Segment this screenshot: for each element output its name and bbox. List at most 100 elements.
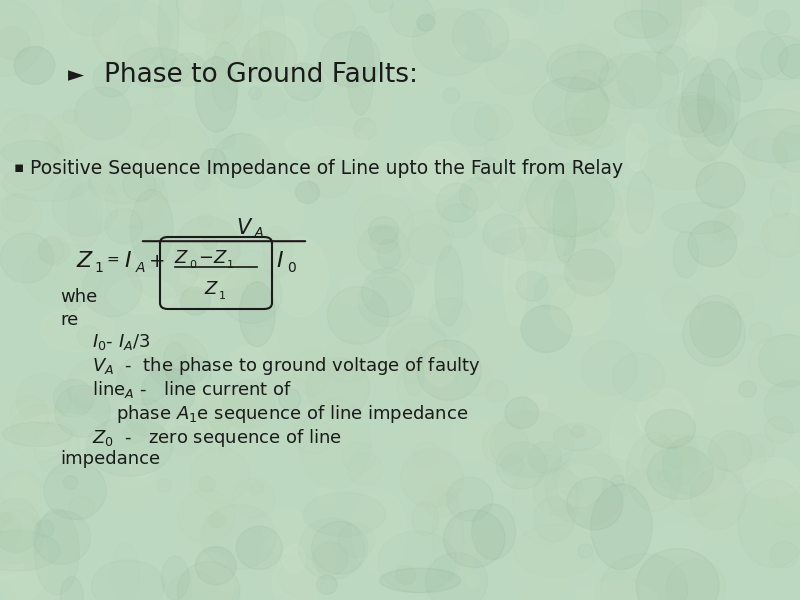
Ellipse shape: [682, 302, 746, 366]
Ellipse shape: [658, 0, 706, 29]
Ellipse shape: [162, 556, 189, 600]
Ellipse shape: [494, 476, 510, 491]
Ellipse shape: [34, 118, 71, 152]
Ellipse shape: [101, 16, 157, 68]
Ellipse shape: [728, 293, 754, 317]
Ellipse shape: [0, 233, 54, 283]
Ellipse shape: [513, 14, 538, 38]
Ellipse shape: [0, 512, 21, 548]
Ellipse shape: [743, 458, 800, 498]
Ellipse shape: [570, 184, 608, 220]
Ellipse shape: [221, 242, 241, 261]
Ellipse shape: [0, 194, 42, 236]
Text: line$_A$ -   line current of: line$_A$ - line current of: [92, 379, 292, 401]
Ellipse shape: [89, 161, 164, 203]
Ellipse shape: [343, 442, 375, 473]
Ellipse shape: [634, 141, 656, 161]
Ellipse shape: [18, 231, 42, 254]
Ellipse shape: [779, 480, 800, 511]
Ellipse shape: [527, 394, 548, 413]
Ellipse shape: [737, 31, 788, 79]
Ellipse shape: [62, 0, 119, 36]
Ellipse shape: [254, 376, 318, 437]
Ellipse shape: [521, 305, 572, 353]
Ellipse shape: [730, 553, 780, 600]
Ellipse shape: [69, 496, 94, 520]
Text: $1$: $1$: [218, 289, 226, 301]
Ellipse shape: [758, 334, 800, 387]
Ellipse shape: [413, 353, 427, 367]
Ellipse shape: [630, 97, 680, 143]
Ellipse shape: [272, 555, 320, 600]
Ellipse shape: [41, 308, 114, 352]
Text: $0$: $0$: [189, 258, 197, 270]
Ellipse shape: [544, 265, 573, 292]
Ellipse shape: [727, 68, 762, 101]
Ellipse shape: [782, 305, 800, 331]
Ellipse shape: [582, 341, 638, 395]
Ellipse shape: [354, 122, 384, 202]
Ellipse shape: [34, 5, 81, 49]
Text: Positive Sequence Impedance of Line upto the Fault from Relay: Positive Sequence Impedance of Line upto…: [30, 158, 622, 178]
Ellipse shape: [221, 266, 282, 323]
Ellipse shape: [454, 44, 467, 55]
Ellipse shape: [670, 344, 711, 374]
Ellipse shape: [306, 274, 321, 288]
Ellipse shape: [642, 0, 682, 53]
Ellipse shape: [674, 537, 755, 588]
Ellipse shape: [558, 387, 623, 434]
Ellipse shape: [546, 105, 591, 147]
Ellipse shape: [38, 238, 65, 263]
Ellipse shape: [33, 511, 90, 565]
Ellipse shape: [568, 246, 613, 289]
Ellipse shape: [658, 470, 670, 482]
Ellipse shape: [285, 127, 368, 163]
Ellipse shape: [579, 331, 610, 359]
Ellipse shape: [437, 359, 466, 387]
Ellipse shape: [264, 514, 295, 550]
Ellipse shape: [126, 48, 190, 88]
Ellipse shape: [417, 14, 435, 31]
Ellipse shape: [755, 102, 800, 145]
Ellipse shape: [547, 44, 609, 92]
Ellipse shape: [713, 433, 766, 483]
Ellipse shape: [63, 109, 78, 124]
Ellipse shape: [690, 295, 741, 358]
Ellipse shape: [0, 551, 23, 580]
Ellipse shape: [52, 0, 84, 23]
Ellipse shape: [679, 99, 726, 144]
Ellipse shape: [694, 467, 737, 503]
Ellipse shape: [641, 141, 716, 190]
Ellipse shape: [108, 277, 175, 314]
Ellipse shape: [483, 214, 526, 254]
Ellipse shape: [608, 215, 646, 251]
Ellipse shape: [370, 227, 398, 253]
Ellipse shape: [178, 178, 234, 230]
Ellipse shape: [545, 449, 626, 526]
Ellipse shape: [566, 0, 650, 40]
Text: ►: ►: [68, 65, 84, 85]
Ellipse shape: [405, 262, 427, 282]
Text: ▪: ▪: [14, 160, 24, 175]
Ellipse shape: [662, 203, 735, 234]
Ellipse shape: [38, 236, 70, 265]
Ellipse shape: [743, 434, 774, 463]
Ellipse shape: [60, 577, 83, 600]
Ellipse shape: [769, 493, 800, 527]
Ellipse shape: [454, 62, 526, 90]
Ellipse shape: [578, 544, 593, 558]
Ellipse shape: [544, 175, 623, 243]
Ellipse shape: [259, 526, 335, 599]
Ellipse shape: [5, 402, 68, 461]
Ellipse shape: [710, 152, 758, 183]
Ellipse shape: [443, 496, 462, 514]
Ellipse shape: [546, 516, 589, 556]
Ellipse shape: [640, 339, 688, 384]
Ellipse shape: [398, 314, 429, 358]
Ellipse shape: [195, 547, 236, 585]
Ellipse shape: [233, 479, 274, 518]
Ellipse shape: [323, 239, 397, 266]
Ellipse shape: [678, 74, 734, 161]
Text: $Z$: $Z$: [76, 251, 94, 271]
Ellipse shape: [91, 560, 165, 600]
